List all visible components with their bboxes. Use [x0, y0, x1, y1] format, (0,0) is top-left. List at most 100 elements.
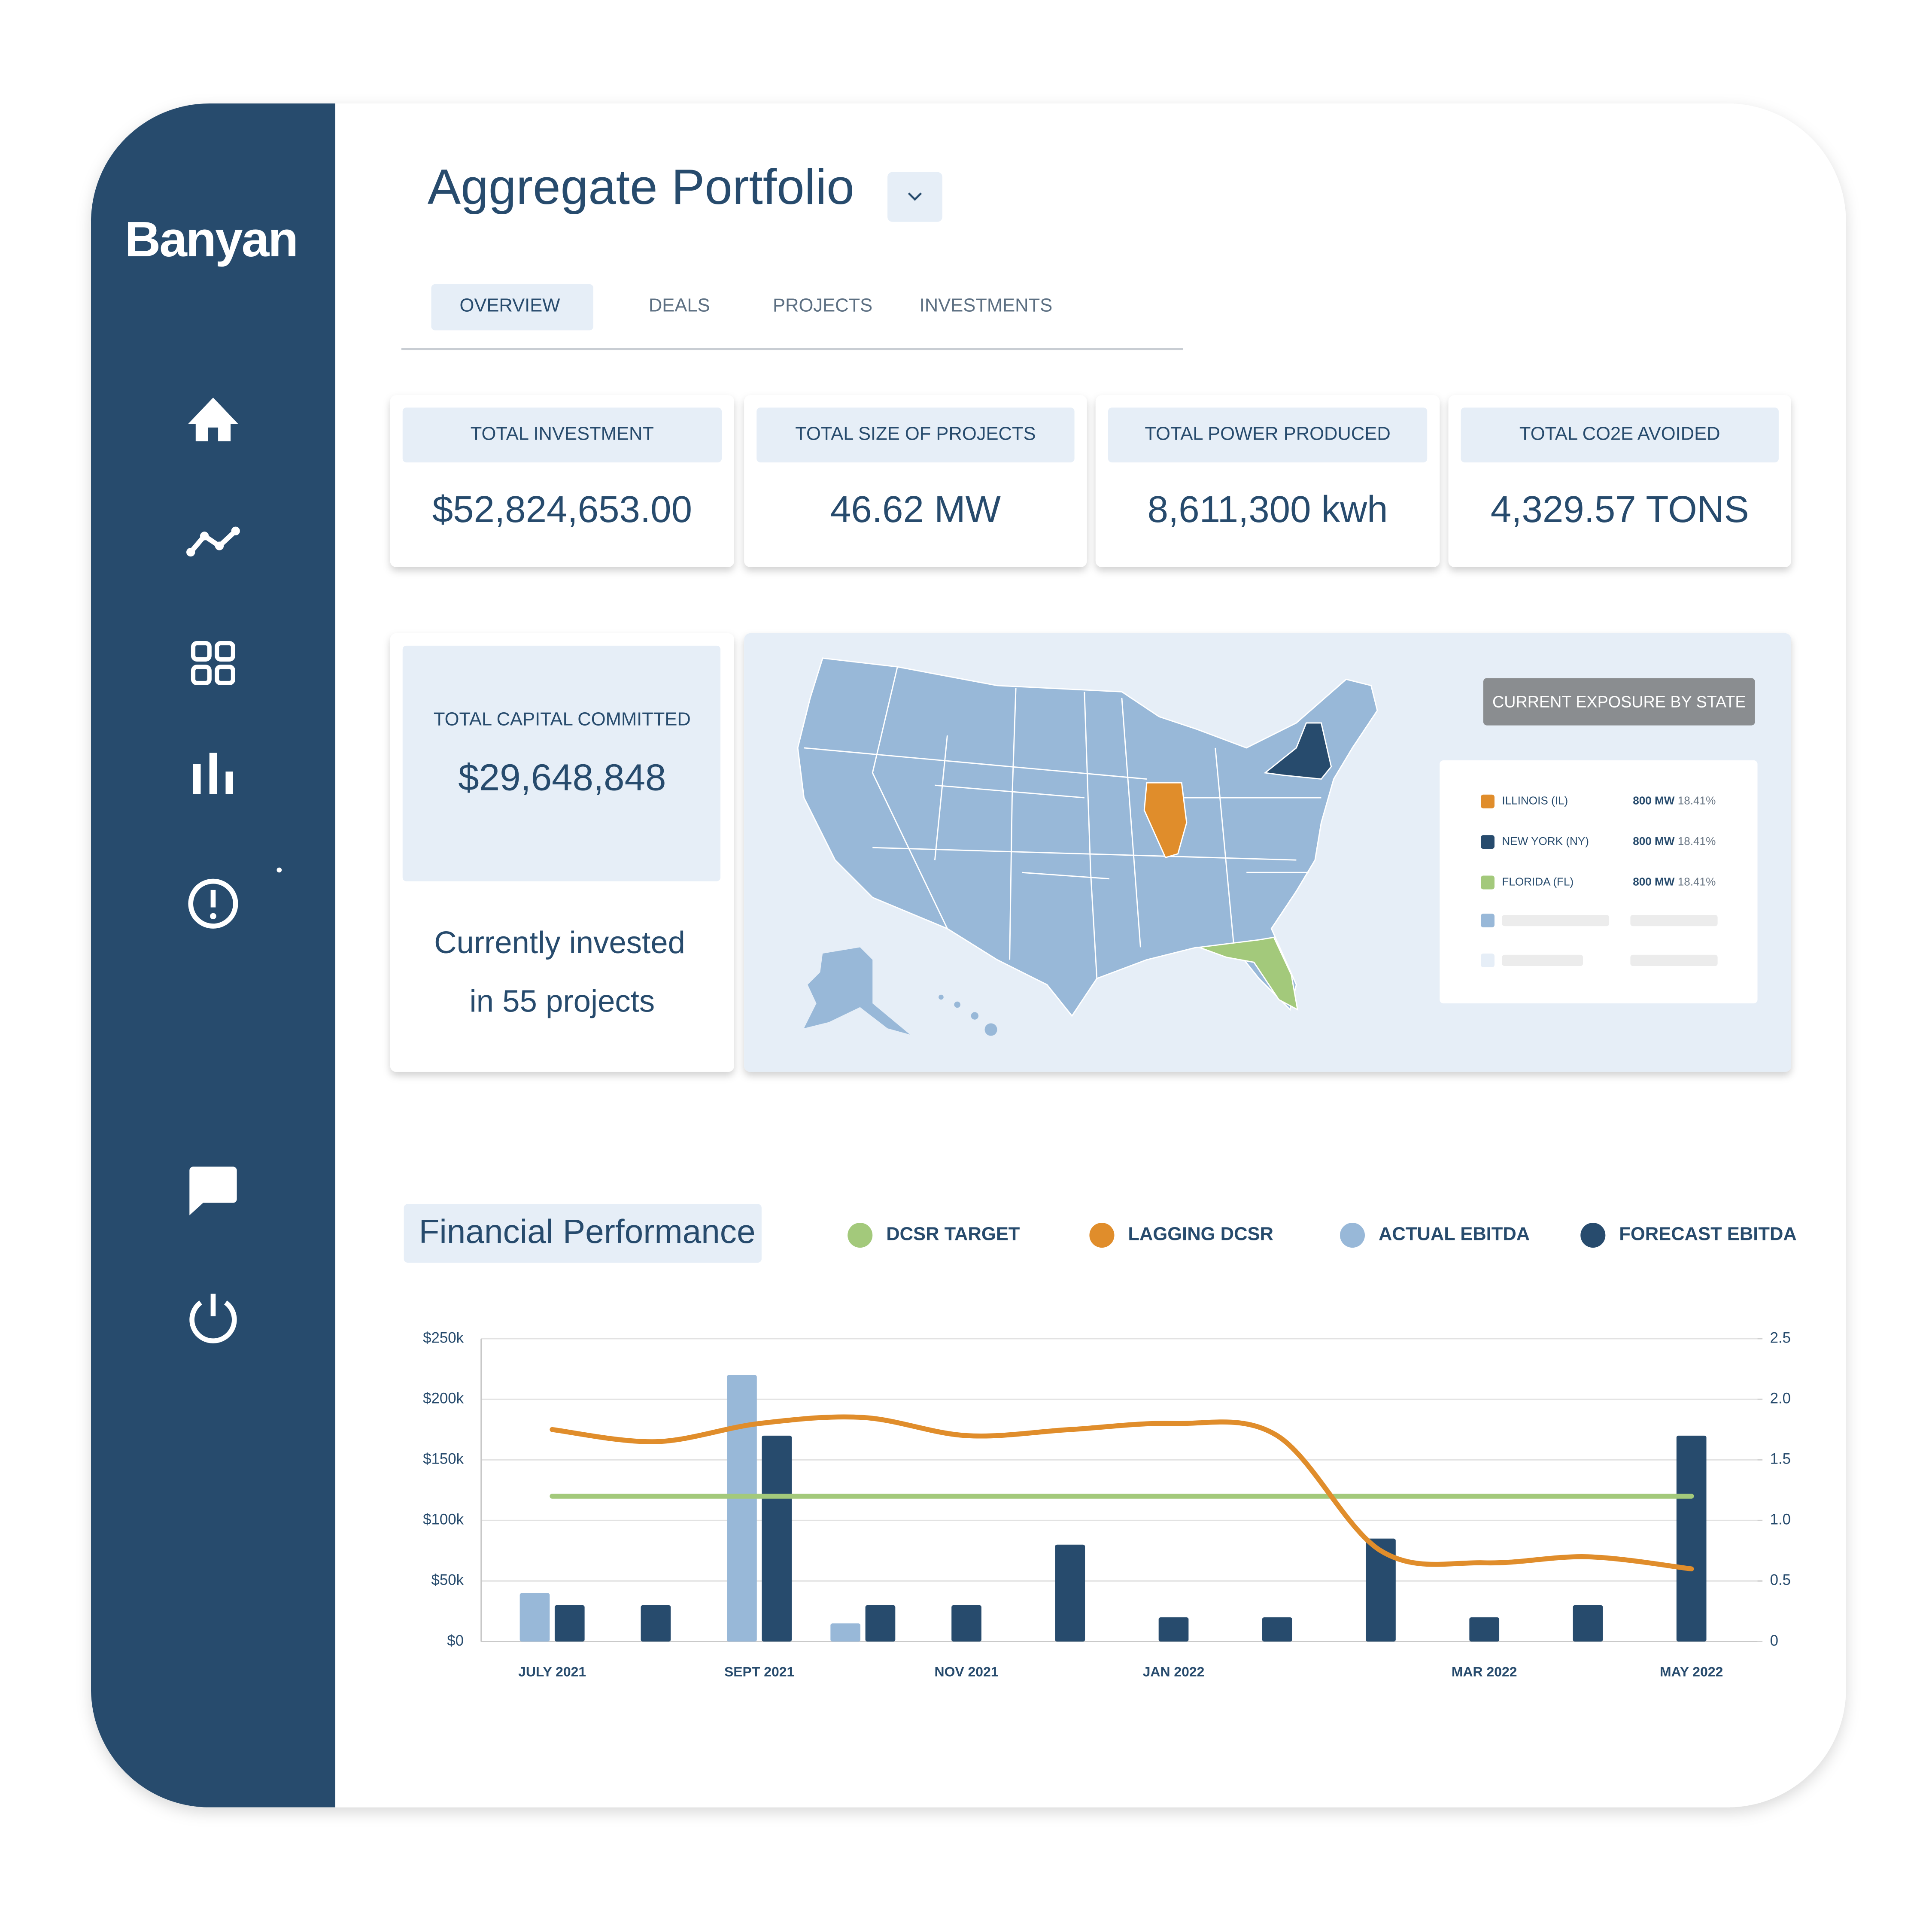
- bar: [830, 1623, 861, 1642]
- legend-label: DCSR TARGET: [886, 1224, 1020, 1245]
- map-legend: [1440, 760, 1758, 1004]
- y2-tick-label: 0: [1770, 1632, 1778, 1649]
- indicator-dot: [276, 867, 282, 873]
- kpi-label: TOTAL POWER PRODUCED: [1145, 424, 1390, 444]
- kpi-label: TOTAL CO2E AVOIDED: [1519, 424, 1720, 444]
- bar: [762, 1435, 792, 1642]
- legend-share: 18.41%: [1678, 794, 1716, 807]
- bar: [519, 1593, 550, 1642]
- map-legend-rows: ILLINOIS (IL) 800 MW 18.41%NEW YORK (NY) 80…: [1481, 794, 1716, 890]
- kpi-label: TOTAL INVESTMENT: [471, 424, 654, 444]
- tabs: OVERVIEW DEALS PROJECTS INVESTMENTS: [459, 295, 1052, 316]
- x-tick-label: JULY 2021: [518, 1664, 586, 1680]
- legend-share: 18.41%: [1678, 835, 1716, 848]
- legend-label: FORECAST EBITDA: [1619, 1224, 1797, 1245]
- x-tick-label: MAY 2022: [1660, 1664, 1723, 1680]
- exposure-button-label: CURRENT EXPOSURE BY STATE: [1492, 693, 1746, 711]
- tab[interactable]: OVERVIEW: [459, 295, 560, 316]
- bar: [1158, 1617, 1189, 1642]
- legend-power: 800 MW: [1633, 875, 1675, 888]
- capital-note: Currently invested: [434, 925, 685, 960]
- sidebar-icons: [186, 398, 282, 1343]
- kpi-value: 8,611,300 kwh: [1148, 489, 1388, 530]
- legend-state: ILLINOIS (IL): [1502, 794, 1568, 807]
- series-line: [550, 1414, 1694, 1572]
- y-tick-label: $100k: [423, 1511, 464, 1528]
- legend-label: LAGGING DCSR: [1128, 1224, 1273, 1245]
- trend-icon[interactable]: [186, 526, 240, 557]
- legend-state: FLORIDA (FL): [1502, 875, 1574, 888]
- home-icon[interactable]: [188, 398, 238, 441]
- kpi-card-header: [402, 407, 722, 463]
- hawaii: [939, 994, 997, 1036]
- bars-icon[interactable]: [193, 753, 233, 794]
- kpi-card-header: [756, 407, 1075, 463]
- legend-power: 800 MW: [1633, 794, 1675, 807]
- legend-swatch: [1481, 835, 1495, 849]
- bar: [865, 1605, 896, 1642]
- legend-marker: [848, 1223, 873, 1248]
- kpi-cards: TOTAL INVESTMENT $52,824,653.00 TOTAL SIZE…: [390, 395, 1791, 567]
- tab[interactable]: PROJECTS: [773, 295, 872, 316]
- legend-label: ACTUAL EBITDA: [1379, 1224, 1530, 1245]
- legend-marker: [1580, 1223, 1606, 1248]
- bar: [1055, 1544, 1085, 1642]
- page-title: Aggregate Portfolio: [428, 159, 854, 215]
- alert-icon[interactable]: [188, 878, 238, 929]
- x-tick-label: NOV 2021: [935, 1664, 999, 1680]
- portfolio-dropdown[interactable]: [887, 172, 942, 222]
- bar: [951, 1605, 981, 1642]
- capital-value: $29,648,848: [458, 756, 666, 798]
- chart-title-bg: [404, 1204, 762, 1263]
- grid-icon[interactable]: [191, 641, 235, 686]
- bar: [1676, 1435, 1707, 1642]
- legend-placeholders: [1481, 914, 1718, 967]
- bar: [1262, 1617, 1292, 1642]
- kpi-card-header: [1461, 407, 1779, 463]
- bar: [641, 1605, 671, 1642]
- state-new-york[interactable]: [1264, 722, 1332, 780]
- legend-swatch: [1481, 875, 1495, 890]
- financial-chart: $0 $50k $100k $150k $200k $250k 0 0.5 1.0 1.5 2.0 2…: [423, 1223, 1797, 1680]
- chart-title: Financial Performance: [419, 1212, 755, 1250]
- y-tick-label: $200k: [423, 1390, 464, 1406]
- y-tick-label: $150k: [423, 1450, 464, 1467]
- bar: [1366, 1538, 1396, 1642]
- capital-card-header: [402, 645, 721, 881]
- y2-tick-label: 2.0: [1770, 1390, 1791, 1406]
- brand-logo[interactable]: Banyan: [125, 211, 298, 267]
- bar: [1573, 1605, 1603, 1642]
- y-tick-label: $0: [447, 1632, 464, 1649]
- y2-tick-label: 0.5: [1770, 1572, 1791, 1589]
- capital-label: TOTAL CAPITAL COMMITTED: [434, 709, 691, 730]
- exposure-button[interactable]: [1483, 678, 1755, 726]
- tab[interactable]: DEALS: [649, 295, 710, 316]
- state-borders: [804, 666, 1321, 979]
- active-tab-bg: [431, 284, 593, 331]
- kpi-label: TOTAL SIZE OF PROJECTS: [795, 424, 1036, 444]
- x-tick-label: MAR 2022: [1452, 1664, 1517, 1680]
- legend-swatch: [1481, 794, 1495, 808]
- power-icon[interactable]: [189, 1294, 237, 1343]
- legend-share: 18.41%: [1678, 875, 1716, 888]
- us-map: [797, 657, 1378, 1036]
- kpi-value: 46.62 MW: [830, 489, 1001, 530]
- sidebar: [91, 103, 335, 1807]
- y2-tick-label: 1.0: [1770, 1511, 1791, 1528]
- alaska: [804, 947, 910, 1035]
- y-tick-label: $50k: [431, 1572, 464, 1589]
- chat-icon[interactable]: [189, 1166, 237, 1215]
- y2-tick-label: 1.5: [1770, 1450, 1791, 1467]
- y-tick-label: $250k: [423, 1329, 464, 1346]
- tab[interactable]: INVESTMENTS: [920, 295, 1053, 316]
- legend-state: NEW YORK (NY): [1502, 835, 1589, 848]
- y2-tick-label: 2.5: [1770, 1329, 1791, 1346]
- state-florida[interactable]: [1199, 936, 1299, 1011]
- bar: [554, 1605, 585, 1642]
- kpi-value: $52,824,653.00: [432, 489, 692, 530]
- x-tick-label: SEPT 2021: [724, 1664, 794, 1680]
- state-illinois[interactable]: [1143, 782, 1188, 859]
- legend-marker: [1340, 1223, 1365, 1248]
- capital-note: in 55 projects: [470, 984, 655, 1018]
